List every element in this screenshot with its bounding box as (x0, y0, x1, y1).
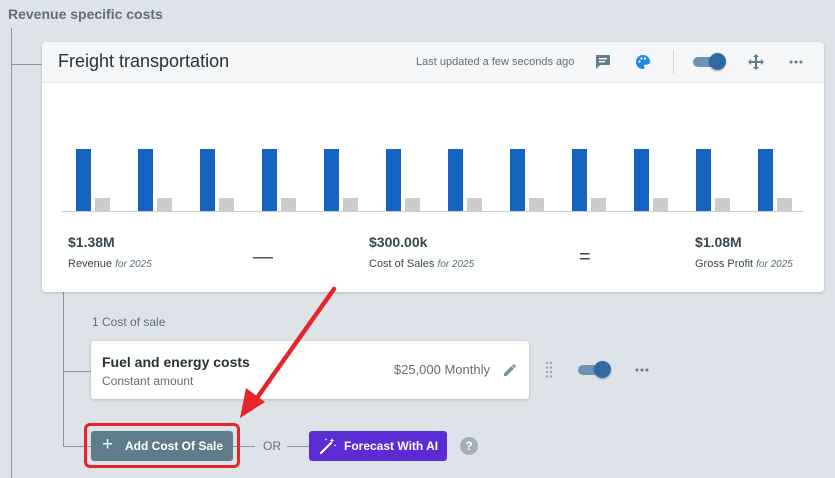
revenue-metric: $1.38M Revenue for 2025 (68, 234, 152, 270)
revenue-value: $1.38M (68, 234, 115, 250)
cost-bar-11[interactable] (777, 197, 792, 211)
cost-bar-0[interactable] (95, 197, 110, 211)
section-title: Revenue specific costs (8, 6, 163, 22)
equals-operator: = (579, 246, 591, 268)
revenue-bar-4[interactable] (324, 149, 339, 211)
cost-of-sales-metric: $300.00k Cost of Sales for 2025 (369, 234, 474, 270)
revenue-bar-9[interactable] (634, 149, 649, 211)
cost-bar-8[interactable] (591, 197, 606, 211)
revenue-bar-3[interactable] (262, 149, 277, 211)
revenue-chart (62, 149, 804, 212)
edit-pencil-icon[interactable] (501, 361, 519, 379)
tree-line (287, 446, 309, 447)
cost-item-toggle[interactable] (578, 361, 611, 379)
plus-icon: + (102, 434, 114, 455)
cost-item-more-icon[interactable] (633, 361, 651, 379)
cost-bar-5[interactable] (405, 197, 420, 211)
cost-bar-7[interactable] (529, 197, 544, 211)
forecast-with-ai-label: Forecast With AI (344, 439, 439, 453)
cost-bar-4[interactable] (343, 197, 358, 211)
cost-item-type: Constant amount (102, 374, 194, 388)
cost-item-amount: $25,000 Monthly (393, 362, 490, 377)
add-cost-of-sale-button[interactable]: + Add Cost Of Sale (91, 431, 233, 461)
drag-handle-icon[interactable] (544, 360, 554, 380)
tree-line (63, 446, 91, 447)
or-separator: OR (263, 439, 281, 453)
cost-of-sales-value: $300.00k (369, 234, 428, 250)
tree-line (11, 28, 12, 478)
last-updated-text: Last updated a few seconds ago (416, 56, 575, 68)
card-header: Freight transportation Last updated a fe… (42, 42, 824, 83)
tree-line (63, 292, 64, 447)
cost-bar-6[interactable] (467, 197, 482, 211)
cost-bar-1[interactable] (157, 197, 172, 211)
cost-bar-10[interactable] (715, 197, 730, 211)
gross-profit-label: Gross Profit (695, 258, 754, 270)
revenue-bar-5[interactable] (386, 149, 401, 211)
revenue-bar-8[interactable] (572, 149, 587, 211)
header-divider (673, 50, 674, 74)
cost-count-label: 1 Cost of sale (92, 315, 166, 329)
cost-bar-3[interactable] (281, 197, 296, 211)
revenue-bar-7[interactable] (510, 149, 525, 211)
revenue-bar-11[interactable] (758, 149, 773, 211)
revenue-bar-1[interactable] (138, 149, 153, 211)
revenue-bar-10[interactable] (696, 149, 711, 211)
revenue-label: Revenue (68, 258, 113, 270)
more-options-icon[interactable] (787, 53, 805, 71)
add-cost-of-sale-label: Add Cost Of Sale (125, 439, 224, 453)
minus-operator: — (253, 246, 273, 268)
gross-profit-period: for 2025 (756, 259, 793, 270)
gross-profit-metric: $1.08M Gross Profit for 2025 (695, 234, 793, 270)
annotation-highlight-box (84, 423, 240, 468)
forecast-with-ai-button[interactable]: Forecast With AI (309, 431, 447, 461)
card-title[interactable]: Freight transportation (58, 51, 230, 71)
cost-bar-9[interactable] (653, 197, 668, 211)
revenue-period: for 2025 (115, 259, 152, 270)
cost-item-card[interactable]: Fuel and energy costs Constant amount $2… (91, 341, 529, 399)
revenue-bar-2[interactable] (200, 149, 215, 211)
comment-icon[interactable] (594, 53, 612, 71)
revenue-stream-card: Freight transportation Last updated a fe… (42, 42, 824, 292)
revenue-bar-6[interactable] (448, 149, 463, 211)
tree-line (233, 446, 255, 447)
gross-profit-value: $1.08M (695, 234, 742, 250)
cost-of-sales-period: for 2025 (437, 259, 475, 270)
cost-bar-2[interactable] (219, 197, 234, 211)
card-toggle[interactable] (693, 53, 726, 71)
tree-line (63, 371, 91, 372)
palette-icon[interactable] (634, 53, 652, 71)
help-icon[interactable]: ? (460, 437, 478, 455)
move-icon[interactable] (747, 53, 765, 71)
magic-wand-icon (319, 437, 337, 455)
revenue-bar-0[interactable] (76, 149, 91, 211)
cost-of-sales-label: Cost of Sales (369, 258, 435, 270)
tree-line (11, 64, 42, 65)
cost-item-name: Fuel and energy costs (102, 354, 250, 370)
